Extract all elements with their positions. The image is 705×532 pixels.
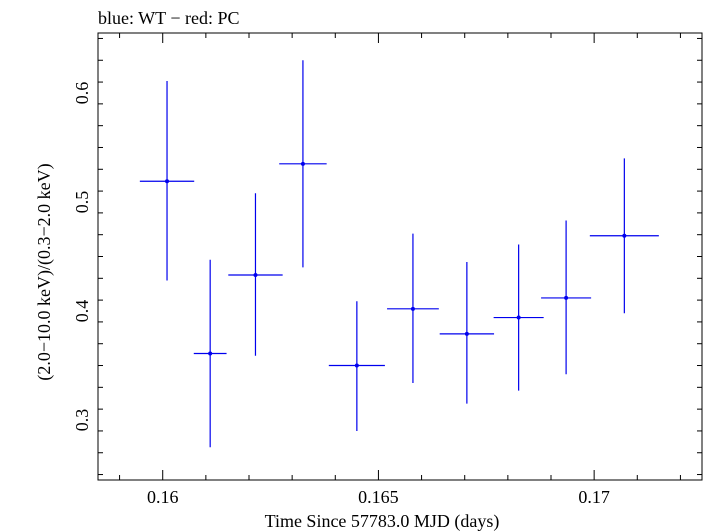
axis-tick-labels: 0.16 0.165 0.17 0.3 0.4 0.5 0.6 xyxy=(72,82,610,507)
data-point xyxy=(253,273,258,278)
y-axis-label: (2.0−10.0 keV)/(0.3−2.0 keV) xyxy=(34,163,55,380)
data-marks xyxy=(139,60,659,448)
y-tick-label: 0.4 xyxy=(72,300,92,323)
plot-frame xyxy=(97,32,703,481)
data-point xyxy=(165,179,170,184)
y-tick-label: 0.6 xyxy=(72,82,92,105)
chart-title: blue: WT − red: PC xyxy=(98,8,239,28)
y-tick-label: 0.3 xyxy=(72,409,92,432)
y-tick-label: 0.5 xyxy=(72,191,92,214)
data-point xyxy=(516,315,521,320)
x-tick-label: 0.17 xyxy=(578,487,610,507)
axis-ticks xyxy=(98,33,702,480)
x-axis-label: Time Since 57783.0 MJD (days) xyxy=(265,511,500,532)
x-tick-label: 0.16 xyxy=(147,487,179,507)
data-point xyxy=(300,161,305,166)
data-point xyxy=(622,233,627,238)
data-point xyxy=(354,363,359,368)
data-point xyxy=(410,306,415,311)
data-point xyxy=(464,331,469,336)
data-point xyxy=(208,351,213,356)
x-tick-label: 0.165 xyxy=(358,487,399,507)
data-point xyxy=(564,295,569,300)
